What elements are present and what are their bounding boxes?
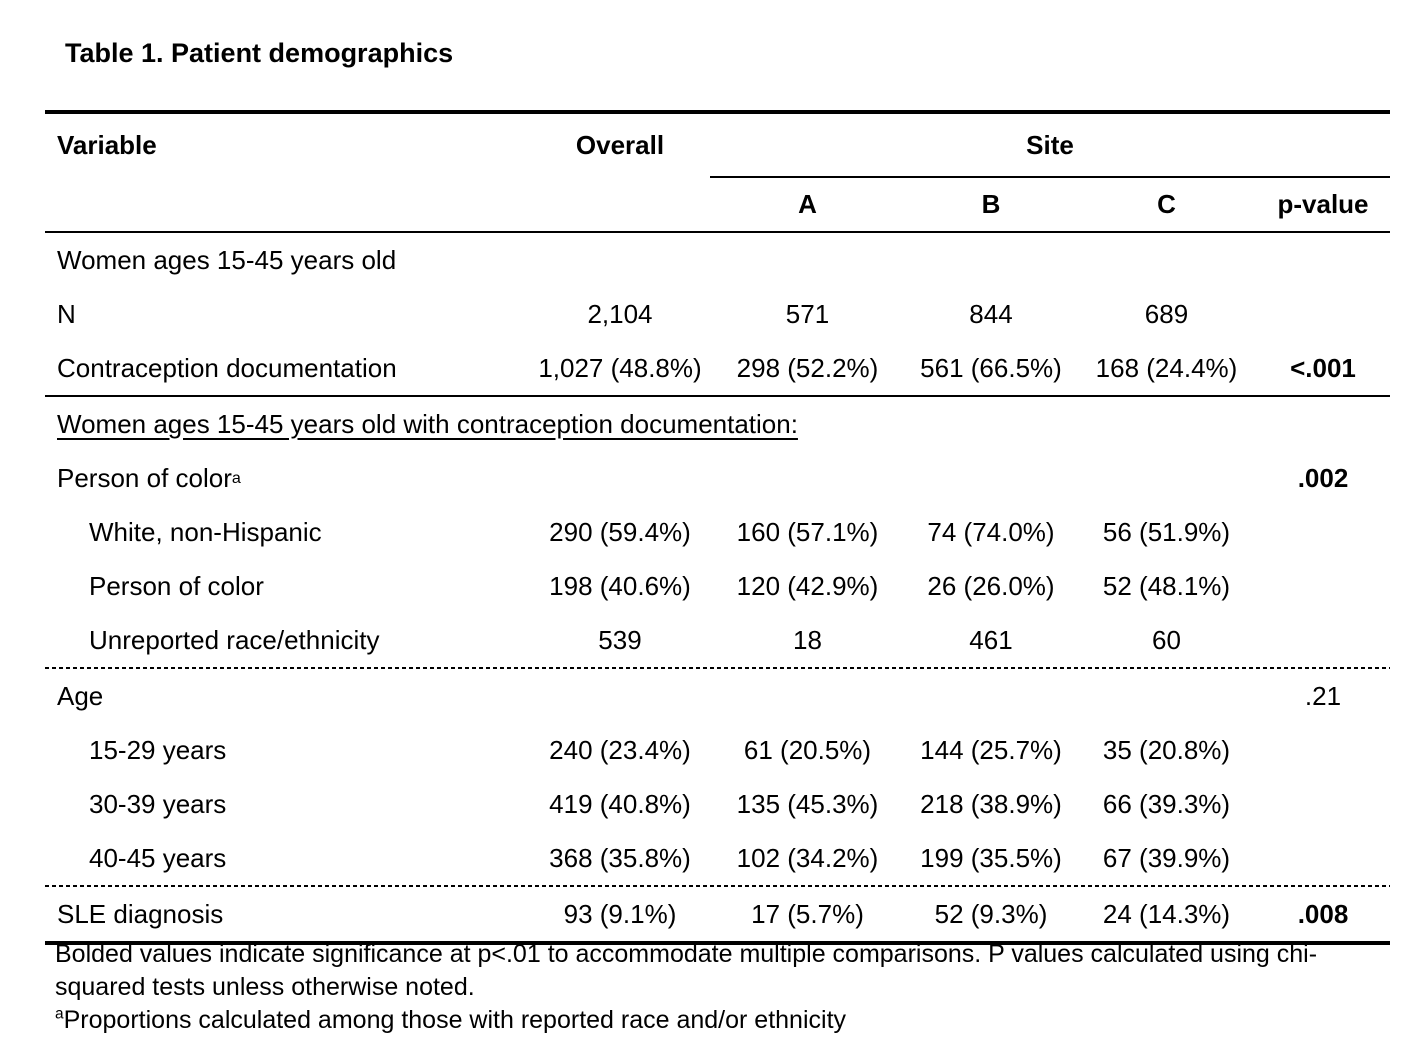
col-header-pvalue: p-value bbox=[1277, 189, 1369, 219]
row-label: N bbox=[57, 298, 76, 329]
cell-site-c bbox=[1077, 233, 1256, 287]
cell-site-b: 144 (25.7%) bbox=[920, 734, 1062, 765]
row-label-text: Person of color bbox=[57, 462, 232, 493]
cell-site-c: 56 (51.9%) bbox=[1102, 516, 1231, 547]
row-label: White, non-Hispanic bbox=[89, 516, 322, 547]
cell-pvalue bbox=[1256, 559, 1390, 613]
footnote-significance: Bolded values indicate significance at p… bbox=[55, 938, 1395, 1004]
cell-site-a: 571 bbox=[785, 298, 830, 329]
cell-site-a: 120 (42.9%) bbox=[736, 570, 879, 601]
cell-site-a bbox=[710, 233, 905, 287]
cell-site-c: 60 bbox=[1152, 624, 1181, 655]
cell-pvalue bbox=[1256, 831, 1390, 885]
cell-overall: 93 (9.1%) bbox=[563, 898, 677, 929]
row-label: Contraception documentation bbox=[57, 352, 397, 383]
table-title: Table 1. Patient demographics bbox=[65, 38, 454, 68]
cell-pvalue bbox=[1256, 233, 1390, 287]
cell-overall: 539 bbox=[598, 624, 642, 655]
cell-site-a: 61 (20.5%) bbox=[743, 734, 872, 765]
col-header-site-b: B bbox=[981, 189, 1001, 219]
cell-pvalue bbox=[1256, 777, 1390, 831]
section-header-row: Women ages 15-45 years old with contrace… bbox=[45, 397, 1390, 451]
cell-site-a: 18 bbox=[793, 624, 822, 655]
section-header-label: Women ages 15-45 years old with contrace… bbox=[57, 408, 798, 439]
cell-pvalue: .008 bbox=[1297, 898, 1349, 929]
cell-site-b: 199 (35.5%) bbox=[920, 842, 1062, 873]
cell-site-c bbox=[1077, 669, 1256, 723]
cell-site-c bbox=[1077, 451, 1256, 505]
row-label: SLE diagnosis bbox=[57, 898, 224, 929]
cell-overall: 419 (40.8%) bbox=[549, 788, 691, 819]
cell-site-b: 218 (38.9%) bbox=[920, 788, 1062, 819]
row-label: Person of color a bbox=[57, 462, 241, 493]
footnote-marker: a bbox=[55, 1005, 64, 1023]
cell-site-c: 24 (14.3%) bbox=[1102, 898, 1231, 929]
row-label: Unreported race/ethnicity bbox=[89, 624, 380, 655]
cell-pvalue: .21 bbox=[1304, 680, 1342, 711]
cell-site-c: 35 (20.8%) bbox=[1102, 734, 1231, 765]
cell-site-c: 67 (39.9%) bbox=[1102, 842, 1231, 873]
cell-pvalue bbox=[1256, 505, 1390, 559]
section-divider bbox=[45, 395, 1390, 397]
cell-site-c: 66 (39.3%) bbox=[1102, 788, 1231, 819]
table-body: Women ages 15-45 years old N 2,104 571 8… bbox=[45, 233, 1390, 941]
footnote-proportions: aProportions calculated among those with… bbox=[55, 1004, 1395, 1037]
table-header: Variable Overall Site A B C p-value bbox=[45, 110, 1390, 233]
cell-site-b: 561 (66.5%) bbox=[920, 352, 1062, 383]
cell-overall bbox=[530, 451, 710, 505]
cell-site-b: 461 bbox=[969, 624, 1013, 655]
cell-overall: 198 (40.6%) bbox=[549, 570, 691, 601]
table-bottom-border bbox=[45, 941, 1390, 945]
demographics-table: Variable Overall Site A B C p-value Wome… bbox=[45, 110, 1390, 945]
cell-overall bbox=[530, 669, 710, 723]
cell-site-b: 52 (9.3%) bbox=[934, 898, 1048, 929]
cell-site-a: 17 (5.7%) bbox=[751, 898, 864, 929]
cell-pvalue: .002 bbox=[1297, 462, 1349, 493]
dashed-divider bbox=[45, 667, 1390, 669]
col-header-variable: Variable bbox=[57, 129, 157, 160]
cell-site-b: 74 (74.0%) bbox=[927, 516, 1055, 547]
cell-pvalue bbox=[1256, 287, 1390, 341]
cell-site-a bbox=[710, 451, 905, 505]
row-label: 15-29 years bbox=[89, 734, 227, 765]
cell-site-a: 135 (45.3%) bbox=[736, 788, 879, 819]
dashed-divider bbox=[45, 885, 1390, 887]
row-label: Age bbox=[57, 680, 104, 711]
cell-overall: 368 (35.8%) bbox=[549, 842, 691, 873]
cell-overall bbox=[530, 233, 710, 287]
cell-overall: 290 (59.4%) bbox=[549, 516, 691, 547]
cell-site-b bbox=[905, 233, 1077, 287]
cell-site-c: 689 bbox=[1144, 298, 1189, 329]
cell-site-b: 844 bbox=[969, 298, 1013, 329]
cell-site-b bbox=[905, 669, 1077, 723]
cell-site-a: 102 (34.2%) bbox=[736, 842, 879, 873]
cell-site-b bbox=[905, 451, 1077, 505]
col-header-site-c: C bbox=[1157, 189, 1176, 219]
footnote-text: Proportions calculated among those with … bbox=[63, 1006, 847, 1034]
cell-pvalue: <.001 bbox=[1290, 352, 1356, 383]
cell-pvalue bbox=[1256, 613, 1390, 667]
cell-overall: 240 (23.4%) bbox=[549, 734, 691, 765]
cell-site-c: 52 (48.1%) bbox=[1102, 570, 1231, 601]
col-header-overall: Overall bbox=[575, 129, 665, 160]
row-label: 30-39 years bbox=[89, 788, 227, 819]
cell-site-a bbox=[710, 669, 905, 723]
cell-pvalue bbox=[1256, 723, 1390, 777]
col-header-site-a: A bbox=[798, 189, 817, 219]
row-label: Women ages 15-45 years old bbox=[57, 244, 397, 275]
cell-overall: 1,027 (48.8%) bbox=[538, 352, 702, 383]
footnotes: Bolded values indicate significance at p… bbox=[45, 938, 1395, 1037]
col-header-site-spanner: Site bbox=[710, 114, 1390, 178]
cell-site-b: 26 (26.0%) bbox=[927, 570, 1055, 601]
footnote-text: Bolded values indicate significance at p… bbox=[55, 940, 1318, 1001]
cell-site-a: 298 (52.2%) bbox=[736, 352, 879, 383]
row-label: 40-45 years bbox=[89, 842, 227, 873]
cell-site-c: 168 (24.4%) bbox=[1095, 352, 1238, 383]
cell-site-a: 160 (57.1%) bbox=[736, 516, 879, 547]
row-label: Person of color bbox=[89, 570, 264, 601]
cell-overall: 2,104 bbox=[587, 298, 653, 329]
